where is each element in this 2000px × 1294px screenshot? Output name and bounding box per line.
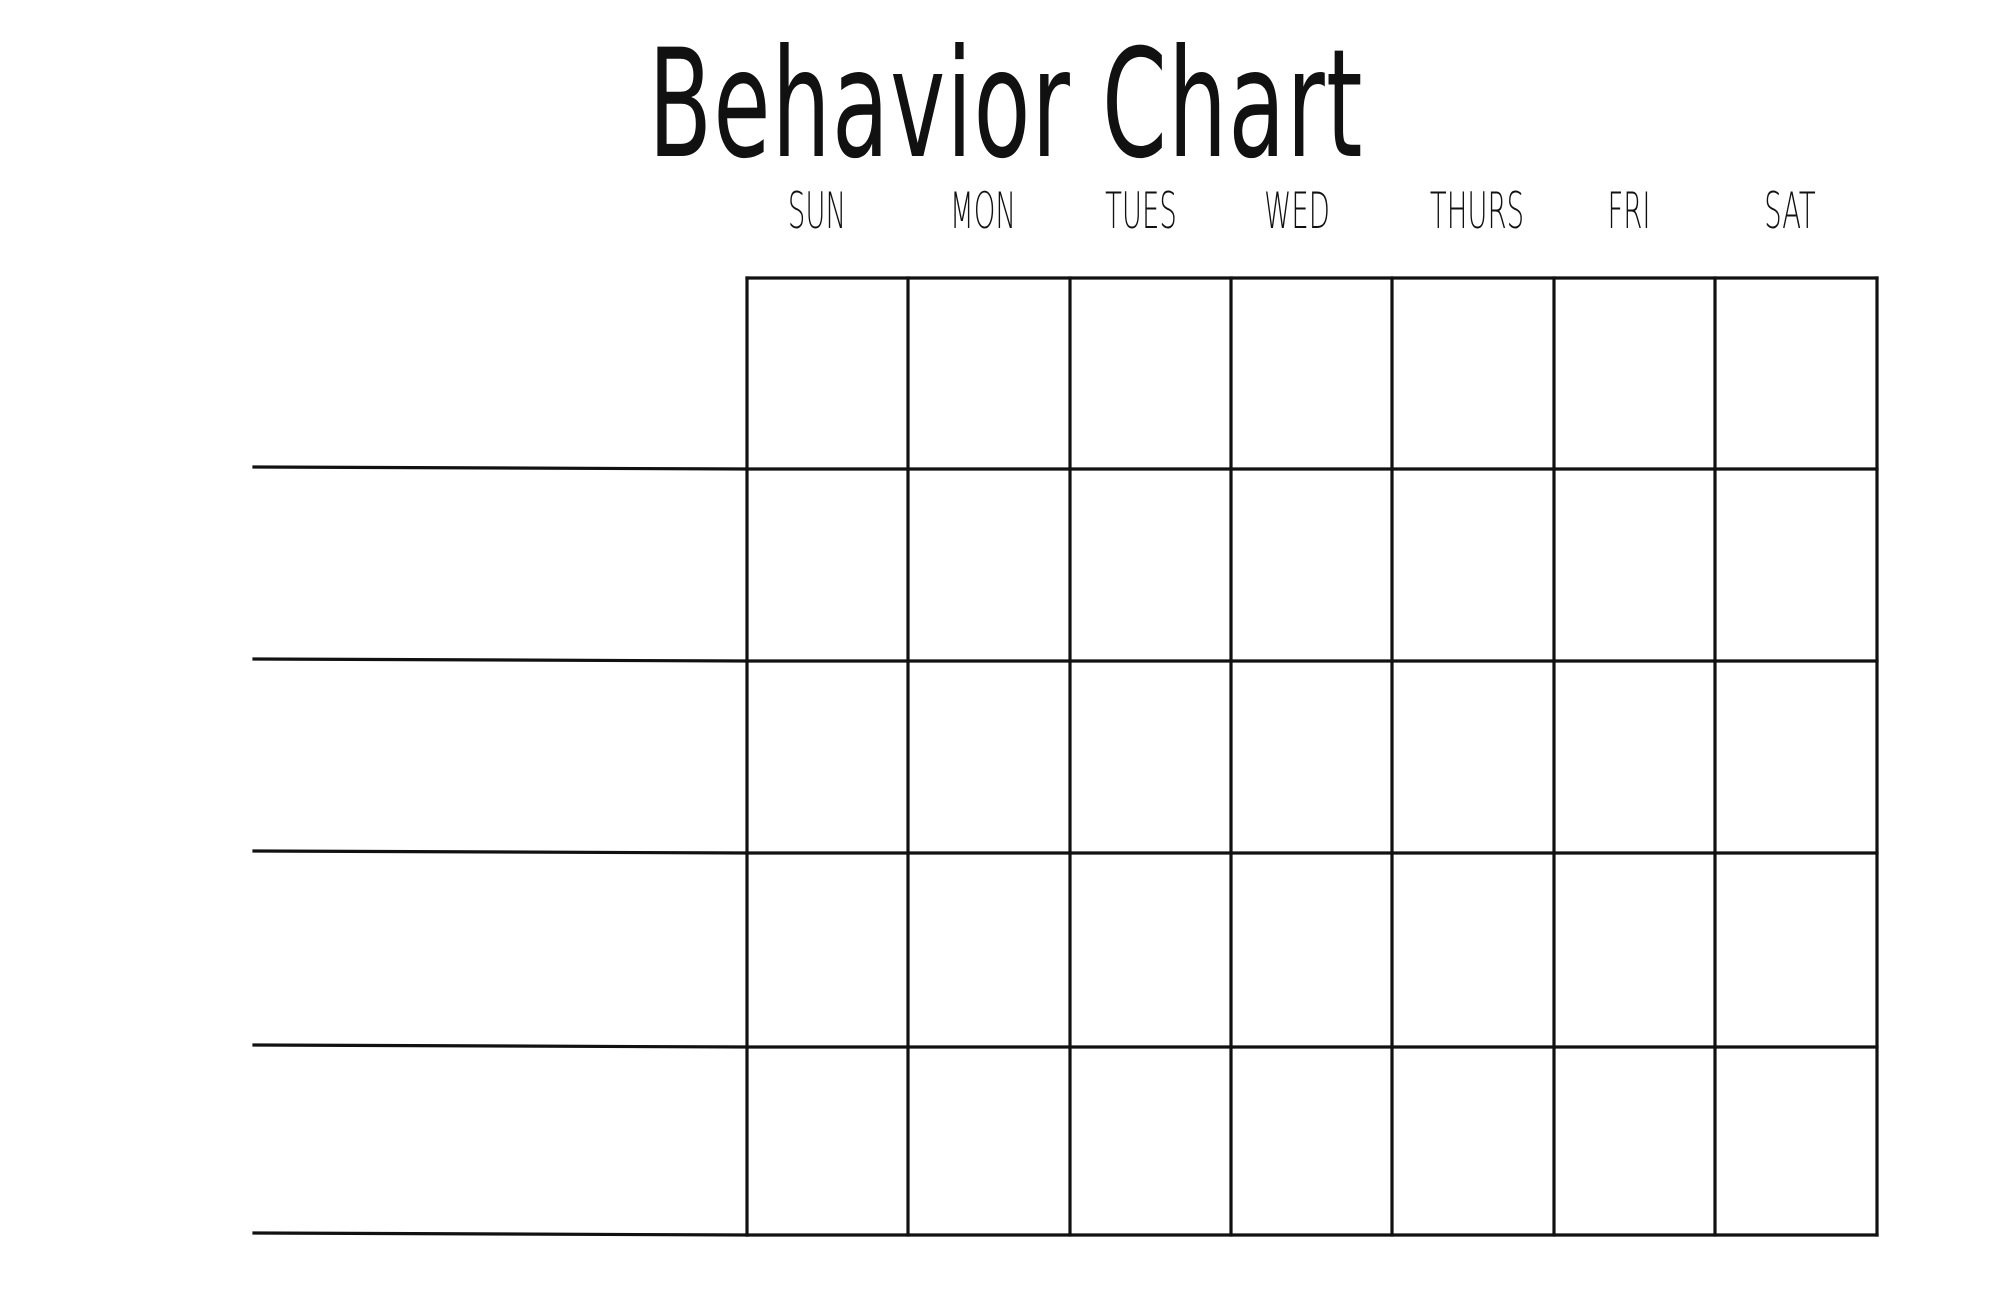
day-label-sat: SAT bbox=[1764, 182, 1816, 240]
grid-cell-fri-row-4 bbox=[1556, 855, 1713, 1045]
grid-cell-sun-row-5 bbox=[749, 1049, 906, 1233]
grid-cell-mon-row-4 bbox=[910, 855, 1068, 1045]
grid-cell-sat-row-3 bbox=[1717, 663, 1875, 851]
grid-cell-sat-row-2 bbox=[1717, 471, 1875, 659]
grid-cell-tues-row-2 bbox=[1072, 471, 1229, 659]
grid-cell-thurs-row-3 bbox=[1394, 663, 1552, 851]
grid-cell-fri-row-5 bbox=[1556, 1049, 1713, 1233]
day-label-fri: FRI bbox=[1607, 182, 1651, 240]
grid-cell-mon-row-2 bbox=[910, 471, 1068, 659]
behavior-write-line bbox=[252, 1043, 749, 1049]
day-label-tues: TUES bbox=[1105, 182, 1177, 240]
grid-cell-sat-row-1 bbox=[1717, 280, 1875, 467]
grid-cell-thurs-row-5 bbox=[1394, 1049, 1552, 1233]
grid-cell-sun-row-2 bbox=[749, 471, 906, 659]
day-label-thurs: THURS bbox=[1429, 182, 1525, 240]
grid-cell-thurs-row-1 bbox=[1394, 280, 1552, 467]
grid-cell-sun-row-4 bbox=[749, 855, 906, 1045]
behavior-write-line bbox=[252, 465, 749, 471]
day-label-mon: MON bbox=[950, 182, 1016, 240]
behavior-write-line bbox=[252, 849, 749, 855]
day-label-sun: SUN bbox=[787, 182, 847, 240]
day-label-wed: WED bbox=[1264, 182, 1330, 240]
grid-cell-tues-row-3 bbox=[1072, 663, 1229, 851]
grid-cell-mon-row-5 bbox=[910, 1049, 1068, 1233]
behavior-write-line bbox=[252, 657, 749, 663]
grid-cell-wed-row-3 bbox=[1233, 663, 1390, 851]
grid-cell-tues-row-5 bbox=[1072, 1049, 1229, 1233]
grid-cell-mon-row-1 bbox=[910, 280, 1068, 467]
grid-cell-wed-row-5 bbox=[1233, 1049, 1390, 1233]
behavior-write-line bbox=[252, 1231, 749, 1237]
grid-cell-wed-row-1 bbox=[1233, 280, 1390, 467]
chart-title: Behavior Chart bbox=[648, 18, 1364, 192]
grid-cell-mon-row-3 bbox=[910, 663, 1068, 851]
grid-cell-wed-row-2 bbox=[1233, 471, 1390, 659]
grid-cell-tues-row-4 bbox=[1072, 855, 1229, 1045]
grid-cell-sat-row-5 bbox=[1717, 1049, 1875, 1233]
grid-cell-thurs-row-4 bbox=[1394, 855, 1552, 1045]
grid-cell-sat-row-4 bbox=[1717, 855, 1875, 1045]
grid-cell-sun-row-1 bbox=[749, 280, 906, 467]
grid-cell-fri-row-1 bbox=[1556, 280, 1713, 467]
grid-cell-sun-row-3 bbox=[749, 663, 906, 851]
grid-cell-fri-row-3 bbox=[1556, 663, 1713, 851]
grid-cell-wed-row-4 bbox=[1233, 855, 1390, 1045]
grid-cell-thurs-row-2 bbox=[1394, 471, 1552, 659]
grid-cell-tues-row-1 bbox=[1072, 280, 1229, 467]
grid-cell-fri-row-2 bbox=[1556, 471, 1713, 659]
